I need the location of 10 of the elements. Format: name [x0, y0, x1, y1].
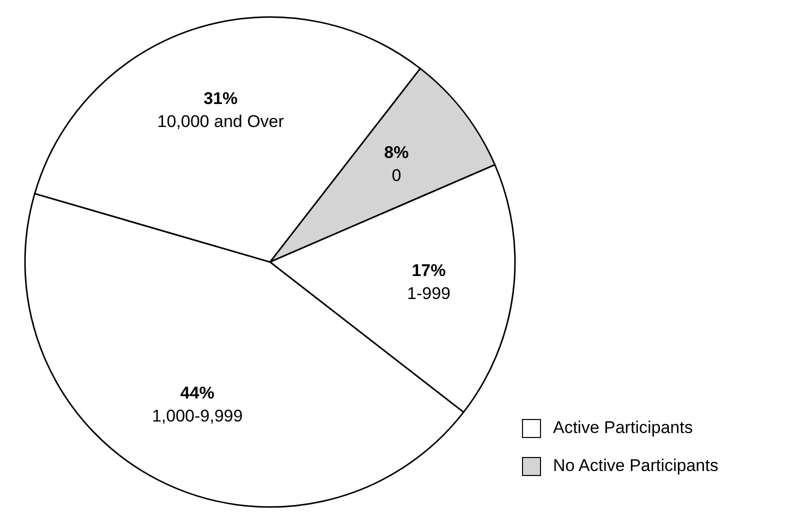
slice-label: 10,000 and Over	[157, 112, 284, 131]
data-label: 31%	[204, 88, 238, 108]
slice-label: 1-999	[406, 284, 450, 304]
data-label: 8%	[384, 142, 409, 162]
slice-label: 0	[392, 166, 402, 185]
text: No Active Participants	[553, 456, 718, 476]
data-label: 17%	[412, 261, 446, 280]
text: Active Participants	[553, 418, 693, 438]
slice-label: 1,000-9,999	[152, 406, 243, 426]
data-label: 44%	[180, 384, 214, 403]
